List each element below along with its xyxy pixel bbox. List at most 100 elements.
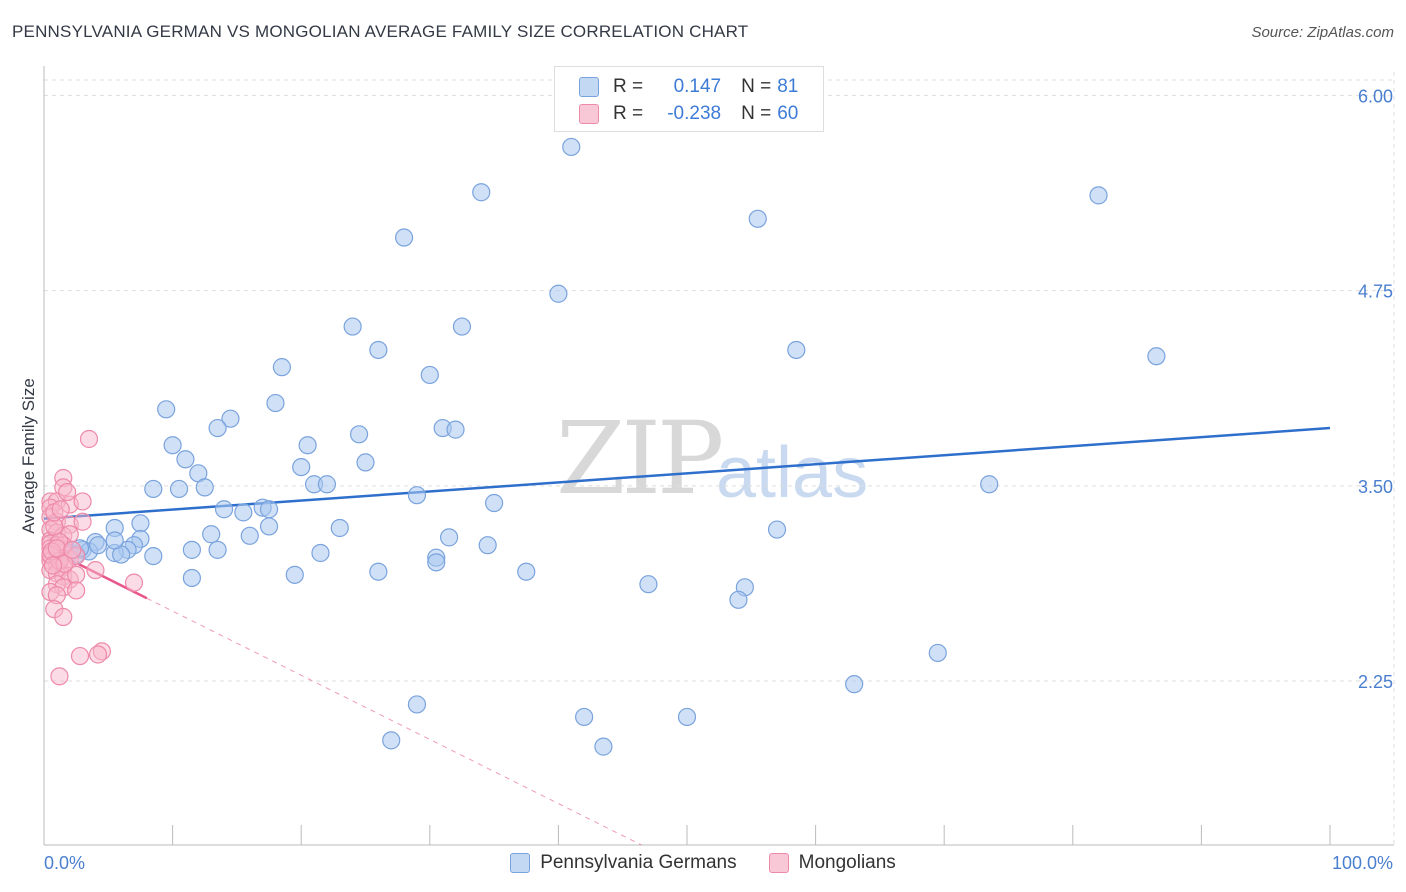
point-pennsylvania-germans	[330, 518, 349, 538]
point-pennsylvania-germans	[272, 358, 292, 377]
tick-labels: 2.25 3.50 4.75 6.00 0.0% 100.0%	[44, 86, 1393, 873]
y-tick-label: 4.75	[1358, 282, 1393, 302]
point-pennsylvania-germans	[311, 543, 330, 563]
y-axis-label: Average Family Size	[19, 378, 38, 534]
point-mongolians	[51, 500, 70, 519]
point-pennsylvania-germans	[729, 590, 748, 609]
point-pennsylvania-germans	[169, 479, 189, 499]
point-pennsylvania-germans	[285, 565, 304, 584]
legend-r-value: -0.238	[667, 103, 722, 124]
legend-swatch-pink	[579, 104, 599, 124]
point-pennsylvania-germans	[208, 418, 227, 438]
point-pennsylvania-germans	[144, 479, 163, 499]
point-mongolians	[54, 607, 73, 627]
point-pennsylvania-germans	[343, 317, 362, 336]
y-tick-label: 3.50	[1358, 477, 1393, 497]
point-pennsylvania-germans	[420, 365, 439, 385]
point-pennsylvania-germans	[144, 547, 163, 566]
point-mongolians	[67, 581, 86, 600]
chart-title: PENNSYLVANIA GERMAN VS MONGOLIAN AVERAGE…	[12, 22, 749, 41]
point-pennsylvania-germans	[369, 340, 388, 360]
point-pennsylvania-germans	[292, 457, 311, 477]
point-pennsylvania-germans	[928, 643, 947, 663]
point-pennsylvania-germans	[677, 707, 697, 727]
point-pennsylvania-germans	[259, 517, 279, 536]
point-pennsylvania-germans	[485, 493, 504, 513]
legend-r-label: R =	[613, 103, 644, 124]
trend-lines	[43, 426, 1331, 846]
point-mongolians	[124, 573, 144, 592]
legend-n-label: N =	[741, 103, 772, 124]
trend-line-pennsylvania-germans	[43, 426, 1331, 520]
legend-swatch-blue	[579, 77, 599, 97]
y-tick-label: 6.00	[1358, 86, 1393, 106]
legend-n-value: 60	[777, 103, 799, 124]
bottom-legend-label: Mongolians	[798, 852, 896, 873]
point-pennsylvania-germans	[1089, 186, 1108, 205]
point-pennsylvania-germans	[517, 562, 536, 581]
point-pennsylvania-germans	[767, 520, 787, 539]
point-pennsylvania-germans	[1147, 347, 1166, 366]
point-mongolians	[73, 492, 92, 511]
point-pennsylvania-germans	[394, 228, 414, 247]
point-pennsylvania-germans	[240, 526, 259, 545]
point-mongolians	[70, 646, 90, 666]
point-pennsylvania-germans	[980, 475, 999, 494]
point-pennsylvania-germans	[176, 450, 195, 469]
point-pennsylvania-germans	[182, 540, 201, 559]
point-pennsylvania-germans	[214, 500, 234, 519]
legend: R = 0.147 N = 81 R = -0.238 N = 60	[554, 66, 824, 132]
point-pennsylvania-germans	[369, 562, 388, 581]
point-pennsylvania-germans	[356, 453, 375, 472]
point-pennsylvania-germans	[748, 209, 767, 228]
point-pennsylvania-germans	[562, 137, 581, 157]
y-tick-label: 2.25	[1358, 672, 1393, 692]
point-pennsylvania-germans	[259, 500, 279, 519]
point-pennsylvania-germans	[157, 400, 176, 419]
point-mongolians	[58, 482, 77, 502]
point-pennsylvania-germans	[105, 531, 124, 550]
point-mongolians	[63, 540, 82, 559]
point-pennsylvania-germans	[787, 340, 806, 360]
point-pennsylvania-germans	[575, 707, 594, 727]
point-mongolians	[50, 667, 69, 686]
point-pennsylvania-germans	[407, 695, 427, 714]
point-mongolians	[43, 556, 63, 575]
legend-n-label: N =	[741, 76, 772, 97]
point-pennsylvania-germans	[202, 525, 221, 544]
point-pennsylvania-germans	[594, 737, 613, 756]
bottom-legend-swatch-pink	[768, 853, 789, 873]
legend-r-label: R =	[613, 76, 644, 97]
bottom-legend: Pennsylvania Germans Mongolians	[0, 852, 1406, 874]
point-pennsylvania-germans	[234, 503, 253, 522]
series-mongolians	[41, 429, 144, 686]
point-mongolians	[88, 645, 108, 664]
point-pennsylvania-germans	[407, 486, 427, 505]
legend-r-value: 0.147	[673, 76, 722, 97]
point-pennsylvania-germans	[472, 183, 491, 202]
bottom-legend-pennsylvania-germans: Pennsylvania Germans	[510, 852, 737, 874]
source-label: Source: ZipAtlas.com	[1251, 24, 1394, 41]
point-pennsylvania-germans	[439, 528, 459, 547]
trend-line-mongolians-extension	[146, 597, 642, 846]
point-mongolians	[79, 429, 99, 449]
point-pennsylvania-germans	[317, 475, 337, 494]
point-pennsylvania-germans	[639, 575, 658, 594]
point-pennsylvania-germans	[478, 536, 497, 555]
x-tick-label: 100.0%	[1332, 853, 1393, 873]
point-pennsylvania-germans	[195, 478, 214, 497]
point-pennsylvania-germans	[427, 553, 446, 572]
point-mongolians	[73, 512, 92, 531]
point-pennsylvania-germans	[221, 409, 240, 428]
point-pennsylvania-germans	[298, 436, 317, 455]
point-mongolians	[47, 539, 66, 558]
bottom-legend-swatch-blue	[510, 853, 531, 873]
point-pennsylvania-germans	[182, 568, 201, 588]
watermark-zip: ZIP	[556, 400, 724, 517]
point-pennsylvania-germans	[163, 436, 182, 455]
legend-row-mongolians: R = -0.238 N = 60	[579, 100, 798, 128]
point-pennsylvania-germans	[266, 393, 285, 413]
legend-n-value: 81	[777, 76, 799, 97]
point-pennsylvania-germans	[452, 317, 472, 336]
bottom-legend-mongolians: Mongolians	[768, 852, 896, 874]
